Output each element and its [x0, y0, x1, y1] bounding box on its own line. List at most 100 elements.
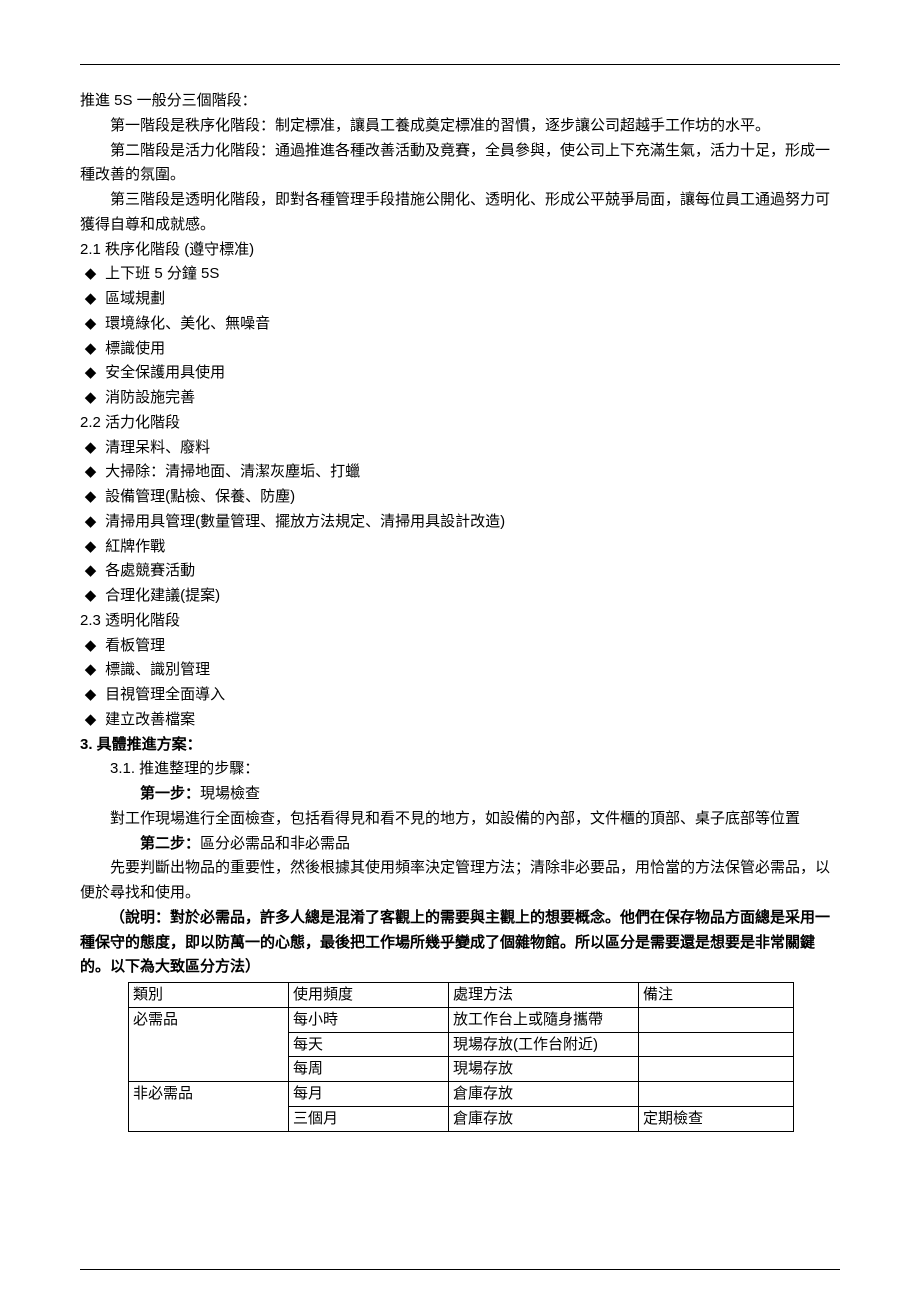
note-paragraph: （說明：對於必需品，許多人總是混淆了客觀上的需要與主觀上的想要概念。他們在保存物…: [80, 906, 840, 980]
bullet-item: ◆ 安全保護用具使用: [80, 361, 840, 386]
table-header-cell: 處理方法: [449, 983, 639, 1008]
bullet-text: 目視管理全面導入: [101, 686, 225, 703]
table-cell-method: 倉庫存放: [449, 1106, 639, 1131]
step-1-title: 現場檢查: [200, 785, 260, 802]
section-2-1-head: 2.1 秩序化階段 (遵守標准): [80, 238, 840, 263]
table-header-cell: 備注: [639, 983, 794, 1008]
step-2-body: 先要判斷出物品的重要性，然後根據其使用頻率決定管理方法；清除非必要品，用恰當的方…: [80, 856, 840, 906]
table-cell-note: [639, 1007, 794, 1032]
table-cell-method: 現場存放(工作台附近): [449, 1032, 639, 1057]
bullet-item: ◆ 上下班 5 分鐘 5S: [80, 262, 840, 287]
table-header-cell: 使用頻度: [289, 983, 449, 1008]
table-cell-note: [639, 1032, 794, 1057]
diamond-bullet-icon: ◆: [80, 634, 101, 659]
table-header-cell: 類別: [129, 983, 289, 1008]
bullet-item: ◆ 紅牌作戰: [80, 535, 840, 560]
bullet-text: 消防設施完善: [101, 389, 195, 406]
table-cell-method: 倉庫存放: [449, 1082, 639, 1107]
section-2-2-head: 2.2 活力化階段: [80, 411, 840, 436]
table-cell-method: 放工作台上或隨身攜帶: [449, 1007, 639, 1032]
bullet-item: ◆ 清掃用具管理(數量管理、擺放方法規定、清掃用具設計改造): [80, 510, 840, 535]
diamond-bullet-icon: ◆: [80, 337, 101, 362]
diamond-bullet-icon: ◆: [80, 386, 101, 411]
bullet-text: 標識、識別管理: [101, 661, 210, 678]
bullet-text: 標識使用: [101, 340, 165, 357]
table-cell-frequency: 每天: [289, 1032, 449, 1057]
bullet-item: ◆ 大掃除：清掃地面、清潔灰塵垢、打蠟: [80, 460, 840, 485]
bullet-item: ◆ 清理呆料、廢料: [80, 436, 840, 461]
intro-line-0: 推進 5S 一般分三個階段：: [80, 89, 840, 114]
table-cell-frequency: 每月: [289, 1082, 449, 1107]
document-page: 推進 5S 一般分三個階段： 第一階段是秩序化階段：制定標准，讓員工養成奠定標准…: [0, 0, 920, 1302]
section-2-2-list: ◆ 清理呆料、廢料◆ 大掃除：清掃地面、清潔灰塵垢、打蠟◆ 設備管理(點檢、保養…: [80, 436, 840, 609]
table-row: 非必需品每月倉庫存放: [129, 1082, 794, 1107]
bullet-item: ◆ 看板管理: [80, 634, 840, 659]
diamond-bullet-icon: ◆: [80, 510, 101, 535]
table-cell-note: 定期檢查: [639, 1106, 794, 1131]
bullet-text: 環境綠化、美化、無噪音: [101, 315, 270, 332]
diamond-bullet-icon: ◆: [80, 485, 101, 510]
bullet-item: ◆ 標識、識別管理: [80, 658, 840, 683]
bullet-text: 區域規劃: [101, 290, 165, 307]
intro-line-3: 第三階段是透明化階段，即對各種管理手段措施公開化、透明化、形成公平兢爭局面，讓每…: [80, 188, 840, 238]
table-row: 必需品每小時放工作台上或隨身攜帶: [129, 1007, 794, 1032]
diamond-bullet-icon: ◆: [80, 584, 101, 609]
bullet-text: 紅牌作戰: [101, 538, 165, 555]
bullet-text: 清理呆料、廢料: [101, 439, 210, 456]
bullet-text: 看板管理: [101, 637, 165, 654]
bullet-item: ◆ 區域規劃: [80, 287, 840, 312]
diamond-bullet-icon: ◆: [80, 559, 101, 584]
bullet-text: 各處競賽活動: [101, 562, 195, 579]
bullet-item: ◆ 目視管理全面導入: [80, 683, 840, 708]
bullet-text: 大掃除：清掃地面、清潔灰塵垢、打蠟: [101, 463, 360, 480]
diamond-bullet-icon: ◆: [80, 361, 101, 386]
step-2-head: 第二步：區分必需品和非必需品: [80, 832, 840, 857]
step-1-head: 第一步：現場檢查: [80, 782, 840, 807]
bullet-item: ◆ 合理化建議(提案): [80, 584, 840, 609]
bullet-item: ◆ 標識使用: [80, 337, 840, 362]
intro-line-1: 第一階段是秩序化階段：制定標准，讓員工養成奠定標准的習慣，逐步讓公司超越手工作坊…: [80, 114, 840, 139]
bottom-rule: [80, 1269, 840, 1270]
diamond-bullet-icon: ◆: [80, 683, 101, 708]
bullet-text: 建立改善檔案: [101, 711, 195, 728]
bullet-text: 清掃用具管理(數量管理、擺放方法規定、清掃用具設計改造): [101, 513, 505, 530]
table-header-row: 類別 使用頻度 處理方法 備注: [129, 983, 794, 1008]
bullet-item: ◆ 設備管理(點檢、保養、防塵): [80, 485, 840, 510]
top-rule: [80, 64, 840, 65]
step-1-label: 第一步：: [140, 785, 200, 802]
classification-table: 類別 使用頻度 處理方法 備注 必需品每小時放工作台上或隨身攜帶每天現場存放(工…: [128, 982, 794, 1132]
bullet-text: 合理化建議(提案): [101, 587, 220, 604]
bullet-item: ◆ 各處競賽活動: [80, 559, 840, 584]
diamond-bullet-icon: ◆: [80, 708, 101, 733]
diamond-bullet-icon: ◆: [80, 287, 101, 312]
diamond-bullet-icon: ◆: [80, 535, 101, 560]
diamond-bullet-icon: ◆: [80, 436, 101, 461]
intro-line-2: 第二階段是活力化階段：通過推進各種改善活動及竟賽，全員參與，使公司上下充滿生氣，…: [80, 139, 840, 189]
bullet-item: ◆ 消防設施完善: [80, 386, 840, 411]
section-3-head: 3. 具體推進方案：: [80, 733, 840, 758]
step-1-body: 對工作現場進行全面檢查，包括看得見和看不見的地方，如設備的內部，文件櫃的頂部、桌…: [80, 807, 840, 832]
diamond-bullet-icon: ◆: [80, 460, 101, 485]
bullet-text: 安全保護用具使用: [101, 364, 225, 381]
section-2-3-list: ◆ 看板管理◆ 標識、識別管理◆ 目視管理全面導入◆ 建立改善檔案: [80, 634, 840, 733]
bullet-text: 上下班 5 分鐘 5S: [101, 265, 219, 282]
diamond-bullet-icon: ◆: [80, 262, 101, 287]
section-3-1-head: 3.1. 推進整理的步驟：: [80, 757, 840, 782]
bullet-text: 設備管理(點檢、保養、防塵): [101, 488, 295, 505]
table-cell-note: [639, 1057, 794, 1082]
table-cell-frequency: 三個月: [289, 1106, 449, 1131]
bullet-item: ◆ 建立改善檔案: [80, 708, 840, 733]
table-cell-method: 現場存放: [449, 1057, 639, 1082]
section-2-1-list: ◆ 上下班 5 分鐘 5S◆ 區域規劃◆ 環境綠化、美化、無噪音◆ 標識使用◆ …: [80, 262, 840, 411]
diamond-bullet-icon: ◆: [80, 658, 101, 683]
step-2-title: 區分必需品和非必需品: [200, 835, 350, 852]
table-cell-note: [639, 1082, 794, 1107]
table-cell-frequency: 每小時: [289, 1007, 449, 1032]
section-2-3-head: 2.3 透明化階段: [80, 609, 840, 634]
diamond-bullet-icon: ◆: [80, 312, 101, 337]
step-2-label: 第二步：: [140, 835, 200, 852]
table-cell-category: 非必需品: [129, 1082, 289, 1132]
table-cell-frequency: 每周: [289, 1057, 449, 1082]
bullet-item: ◆ 環境綠化、美化、無噪音: [80, 312, 840, 337]
table-cell-category: 必需品: [129, 1007, 289, 1081]
